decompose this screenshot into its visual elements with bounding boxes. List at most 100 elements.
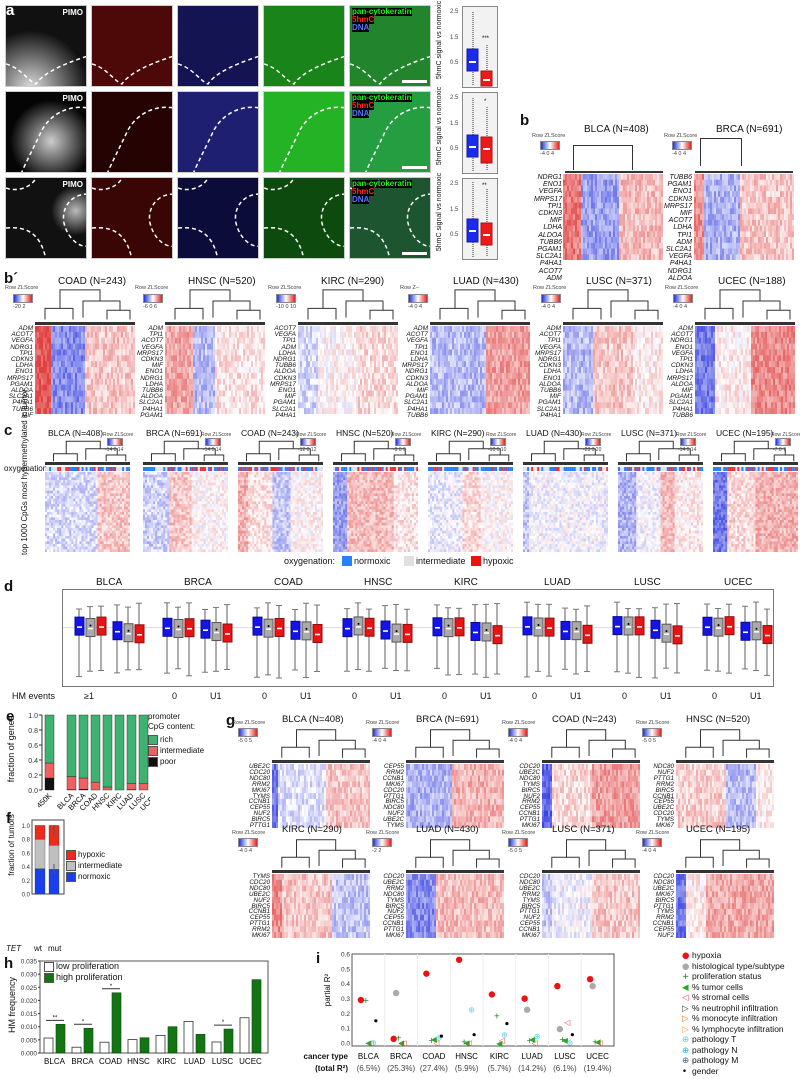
gene-label: MIF <box>645 210 692 217</box>
ytick: 2.5 <box>450 95 458 101</box>
heatmap-cells <box>272 874 370 938</box>
hm-event-label: U1 <box>210 691 222 701</box>
hm-events-row-label: HM events <box>12 691 55 701</box>
micrograph-merge-1: pan-cytokeratin 5hmC DNA <box>349 5 431 87</box>
dna-tag: DNA <box>352 196 370 204</box>
heatmap-title: LUAD (N=430) <box>453 276 519 287</box>
gene-label: TPI1 <box>117 331 163 338</box>
intermediate-legend-label: intermediate <box>160 746 204 755</box>
zscore-label: Row ZLScore <box>5 285 38 291</box>
panel-i-chart: 0.00.10.20.30.40.50.6BLCA(6.5%)+◀◁⊕BRCA(… <box>341 951 615 1073</box>
gene-label: MKI67 <box>632 822 674 829</box>
gene-label: UBE2C <box>228 763 270 770</box>
oxygenation-annotation-bar <box>45 467 130 471</box>
zscore-ticks: -10 0 10 <box>488 447 506 453</box>
stromal-cells-icon: ◁ <box>682 993 692 1003</box>
normoxic-swatch <box>342 556 352 566</box>
gene-label: TYMS <box>362 897 405 904</box>
zscore-label: Row Z– <box>400 285 419 291</box>
panel-e-label: e <box>6 708 14 725</box>
gene-label: CCNB1 <box>362 921 404 927</box>
heatmap-cells <box>523 472 608 552</box>
dendrogram <box>542 729 640 763</box>
hm-event-label: 0 <box>442 691 447 701</box>
gene-label: PGAM1 <box>382 393 428 400</box>
gene-label: UBE2C <box>632 885 674 892</box>
gene-label: CEP55 <box>362 915 404 921</box>
panel-d-boxes <box>74 601 773 679</box>
heatmap-title: COAD (N=243) <box>552 714 617 725</box>
gene-list: CDC20 UBE2C NDC80 TYMS BIRC5 NUF2 RRM2 CEP55 CCN… <box>498 763 540 829</box>
gene-label: TUBB6 <box>117 387 163 394</box>
gene-label: MIF <box>647 387 693 394</box>
ytick: 0.5 <box>450 146 458 152</box>
gene-label: SLC2A1 <box>645 246 692 253</box>
gene-label: NDRG1 <box>250 356 296 363</box>
panel-c-label: c <box>4 422 12 439</box>
group-title-blca: BLCA <box>96 577 122 588</box>
hm-event-label: ≥1 <box>84 691 94 701</box>
zscore-colorbar <box>205 438 221 446</box>
gene-label: CDC20 <box>228 769 270 776</box>
panel-h-label: h <box>4 955 13 972</box>
gene-label: CDC20 <box>632 873 674 880</box>
group-title-hnsc: HNSC <box>364 577 392 588</box>
zscore-label: Row ZLScore <box>391 432 421 438</box>
heatmap-title: UCEC (N=188) <box>718 276 786 287</box>
heatmap-cells <box>563 174 663 260</box>
gene-label: VEGFA <box>515 344 561 351</box>
gene-label: NDC80 <box>228 885 270 892</box>
gene-label: TUBB6 <box>515 239 562 246</box>
group-title-luad: LUAD <box>544 577 571 588</box>
rich-swatch <box>148 735 158 745</box>
gene-label: UBE2C <box>362 879 404 886</box>
gene-label: CCNB1 <box>228 799 270 805</box>
zscore-ticks: -14 0 14 <box>203 447 221 453</box>
gene-list: NDC80 NUF2 PTTG1 RRM2 BIRC5 CCNB1 CEP55 UBE2C CD… <box>632 763 674 829</box>
dendrogram <box>165 289 265 325</box>
gene-label: ENO1 <box>647 344 693 351</box>
mut-label: mut <box>48 944 61 953</box>
zscore-ticks: -4 0 4 <box>238 848 252 854</box>
oxygenation-annotation-bar <box>428 467 513 471</box>
hypoxic-legend-label: hypoxic <box>78 850 105 859</box>
low-proliferation-swatch <box>44 962 54 972</box>
a-boxplot-ylabel: 5hmC signal vs normoxic <box>436 86 444 166</box>
gene-list: CDC20 NDC80 UBE2C MKI67 BIRC5 PTTG1 TYMS RRM2 CC… <box>632 873 674 939</box>
micrograph-cytokeratin-1 <box>263 5 345 87</box>
heatmap-title: HNSC (N=520) <box>188 276 256 287</box>
ytick: 0.5 <box>450 60 458 66</box>
gene-label: NDC80 <box>228 775 270 782</box>
pimo-tag: PIMO <box>63 95 83 103</box>
dendrogram <box>713 440 798 465</box>
oxygenation-annotation-bar <box>333 467 418 471</box>
pimo-tag: PIMO <box>63 181 83 189</box>
gene-label: SLC2A1 <box>250 406 296 413</box>
gene-label: P4HA1 <box>250 412 296 419</box>
gene-label: NUF2 <box>228 811 270 817</box>
gene-label: BIRC5 <box>632 897 674 904</box>
gene-label: ADM <box>515 325 561 332</box>
gene-label: NDC80 <box>362 891 404 898</box>
neutrophil-infiltration-icon: ▷ <box>682 1004 692 1014</box>
ytick: 1.5 <box>450 35 458 41</box>
dendrogram <box>406 729 504 763</box>
gene-label: LDHA <box>117 381 163 388</box>
heatmap-title: UCEC (N=195) <box>686 824 750 835</box>
histological-type-subtype-icon: ● <box>682 962 692 972</box>
gene-label: ENO1 <box>515 181 562 188</box>
gene-label: RRM2 <box>228 781 270 788</box>
gene-list: UBE2C CDC20 NDC80 RRM2 MKI67 TYMS CCNB1 CEP55 NU… <box>228 763 270 829</box>
heatmap-cells <box>694 174 794 260</box>
legend-item: ◀% tumor cells <box>682 982 743 993</box>
gene-label: CDC20 <box>632 811 674 817</box>
dendrogram <box>618 440 703 465</box>
gene-label: CEP55 <box>498 921 540 927</box>
pathology-t-icon: ⊕ <box>682 1035 692 1045</box>
heatmap-title: BRCA (N=691) <box>146 428 202 438</box>
micrograph-pimo-1: PIMO <box>5 5 87 87</box>
gene-label: NDRG1 <box>647 338 693 345</box>
heatmap-title: LUAD (N=430) <box>416 824 479 835</box>
gene-label: ALDOA <box>0 387 33 394</box>
dendrogram <box>143 440 228 465</box>
